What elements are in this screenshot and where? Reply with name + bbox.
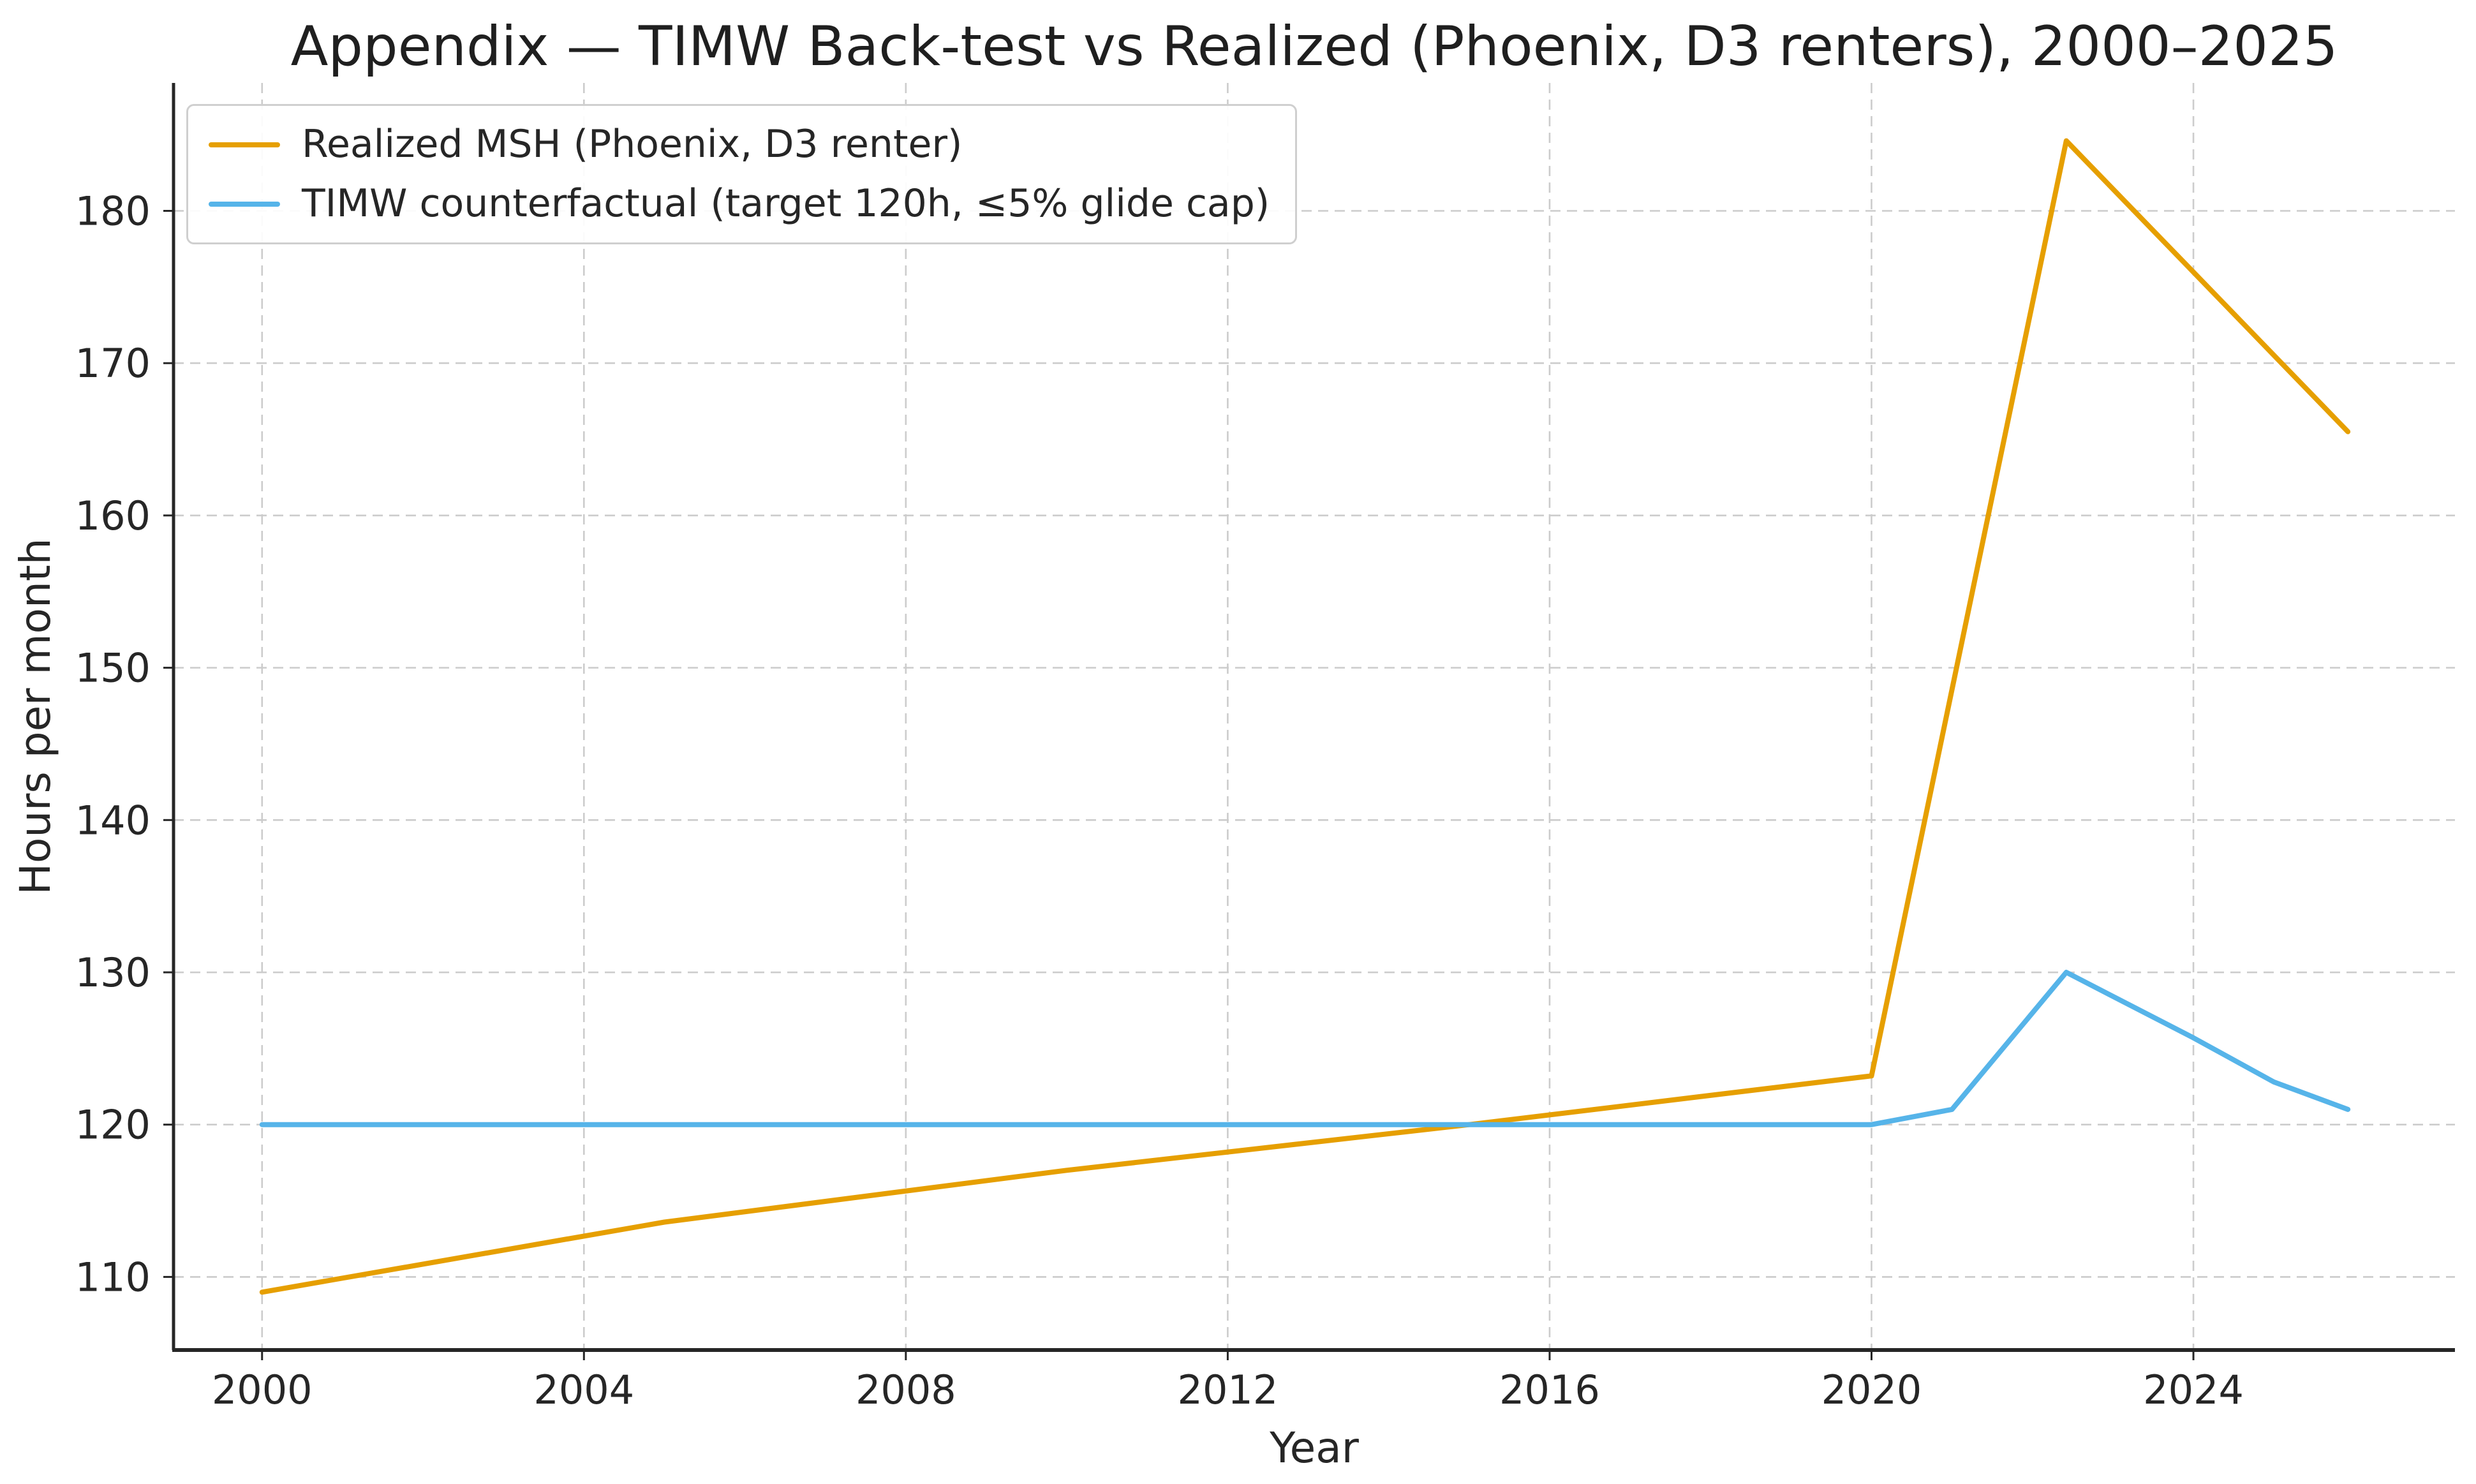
series-realized-line: [259, 138, 2351, 1295]
x-tick-label: 2000: [212, 1367, 313, 1413]
y-tick-label: 110: [75, 1254, 151, 1300]
y-tick-label: 150: [75, 645, 151, 692]
x-tick-label: 2024: [2143, 1367, 2244, 1413]
x-tick-label: 2012: [1178, 1367, 1279, 1413]
x-tick-label: 2016: [1499, 1367, 1600, 1413]
y-tick-label: 180: [75, 188, 151, 235]
y-axis-label: Hours per month: [11, 538, 60, 894]
legend-item-timw: TIMW counterfactual (target 120h, ≤5% gl…: [209, 182, 1270, 226]
legend-label-realized: Realized MSH (Phoenix, D3 renter): [302, 122, 963, 167]
legend-item-realized: Realized MSH (Phoenix, D3 renter): [209, 122, 1270, 167]
y-tick-label: 160: [75, 493, 151, 539]
series-timw-line: [259, 970, 2351, 1127]
x-tick-label: 2004: [533, 1367, 634, 1413]
y-tick-label: 170: [75, 340, 151, 387]
y-tick-label: 140: [75, 797, 151, 843]
x-tick-label: 2020: [1821, 1367, 1922, 1413]
data-series: [259, 138, 2351, 1295]
x-axis-label: Year: [1269, 1423, 1360, 1473]
y-tick-label: 130: [75, 949, 151, 996]
axis-ticks: 2000 2004 2008 2012 2016 2020 2024 110 120 130 140…: [75, 188, 2244, 1413]
gridlines: [174, 83, 2455, 1350]
legend: Realized MSH (Phoenix, D3 renter) TIMW c…: [186, 104, 1298, 244]
x-tick-label: 2008: [856, 1367, 956, 1413]
legend-label-timw: TIMW counterfactual (target 120h, ≤5% gl…: [302, 181, 1270, 226]
axes-spines: [172, 83, 2455, 1352]
legend-swatch-realized-icon: [209, 142, 280, 147]
chart-title: Appendix — TIMW Back-test vs Realized (P…: [291, 15, 2338, 78]
y-tick-label: 120: [75, 1102, 151, 1148]
legend-swatch-timw-icon: [209, 201, 280, 207]
